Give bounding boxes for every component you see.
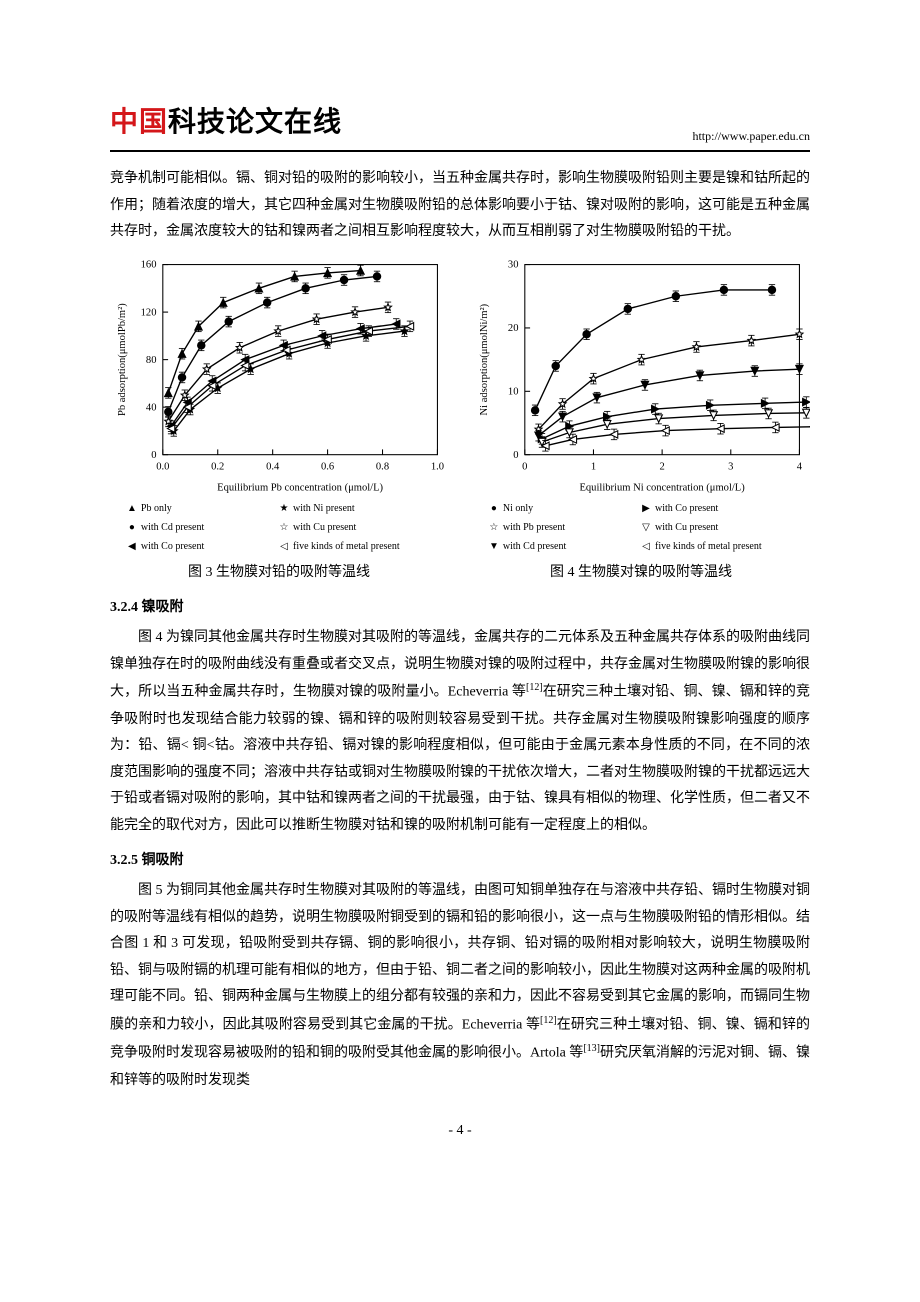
legend-item: ▼ with Cd present [489,537,641,556]
logo-black: 科技论文在线 [168,95,342,148]
svg-text:0.2: 0.2 [211,461,224,472]
sec-324-text-b: 在研究三种土壤对铅、铜、镍、镉和锌的竞争吸附时也发现结合能力较弱的镍、镉和锌的吸… [110,685,810,833]
svg-text:2: 2 [659,461,664,472]
legend-item: ▽ with Cu present [641,518,793,537]
svg-text:0.6: 0.6 [321,461,334,472]
figure-4: 0 1 2 3 4 0 10 20 30 Equilibrium Ni concentration… [472,254,810,587]
svg-text:Pb adsorption(μmolPb/m²): Pb adsorption(μmolPb/m²) [117,303,128,416]
legend-item: ▶ with Co present [641,499,793,518]
svg-text:0.0: 0.0 [156,461,169,472]
sec-324-para: 图 4 为镍同其他金属共存时生物膜对其吸附的等温线，金属共存的二元体系及五种金属… [110,625,810,839]
legend-item: ☆ with Pb present [489,518,641,537]
svg-text:0.4: 0.4 [266,461,280,472]
page-number: - 4 - [110,1118,810,1145]
svg-text:4: 4 [797,461,803,472]
fig3-caption: 图 3 生物膜对铅的吸附等温线 [188,560,370,587]
svg-text:160: 160 [141,260,157,271]
svg-text:Ni adsorption(μmolNi/m²): Ni adsorption(μmolNi/m²) [479,303,490,415]
svg-text:0.8: 0.8 [376,461,389,472]
citation-13: [13] [583,1043,600,1054]
svg-text:Equilibrium Pb concentration (: Equilibrium Pb concentration (μmol/L) [217,483,383,494]
citation-12a: [12] [526,682,543,693]
fig3-legend: ▲ Pb only★ with Ni present● with Cd pres… [127,499,431,556]
legend-item: ☆ with Cu present [279,518,431,537]
svg-text:0: 0 [513,450,518,461]
legend-item: ▲ Pb only [127,499,279,518]
svg-text:Equilibrium Ni concentration (: Equilibrium Ni concentration (μmol/L) [579,483,745,494]
sec-325-para: 图 5 为铜同其他金属共存时生物膜对其吸附的等温线，由图可知铜单独存在与溶液中共… [110,878,810,1094]
legend-item: ◁ five kinds of metal present [279,537,431,556]
svg-text:0: 0 [151,450,156,461]
svg-text:20: 20 [508,323,519,334]
legend-item: ◁ five kinds of metal present [641,537,793,556]
figure-row: 0.00.20.40.60.81.004080120160Equilibrium… [110,254,810,587]
svg-text:40: 40 [146,402,157,413]
intro-paragraph: 竞争机制可能相似。镉、铜对铅的吸附的影响较小，当五种金属共存时，影响生物膜吸附铅… [110,166,810,246]
fig3-chart: 0.0 0.2 0.4 0.6 0.8 1.0 0 40 80 120 160 Equilibrium… [110,254,448,497]
site-logo: 中国 科技论文在线 [110,95,342,148]
fig4-legend: ● Ni only▶ with Co present☆ with Pb pres… [489,499,793,556]
logo-red: 中国 [110,95,168,148]
sec-325-heading: 3.2.5 铜吸附 [110,848,810,875]
svg-text:10: 10 [508,386,519,397]
legend-item: ◀ with Co present [127,537,279,556]
figure-3: 0.0 0.2 0.4 0.6 0.8 1.0 0 40 80 120 160 Equilibrium… [110,254,448,587]
svg-text:1: 1 [591,461,596,472]
svg-text:30: 30 [508,260,519,271]
fig4-caption: 图 4 生物膜对镍的吸附等温线 [550,560,732,587]
page-header: 中国 科技论文在线 http://www.paper.edu.cn [110,95,810,152]
svg-text:0: 0 [522,461,527,472]
citation-12b: [12] [540,1015,557,1026]
site-url: http://www.paper.edu.cn [692,125,810,148]
sec-325-text-a: 图 5 为铜同其他金属共存时生物膜对其吸附的等温线，由图可知铜单独存在与溶液中共… [110,883,810,1033]
svg-text:1.0: 1.0 [431,461,444,472]
svg-text:120: 120 [141,307,157,318]
fig4-chart: 0 1 2 3 4 0 10 20 30 Equilibrium Ni concentration… [472,254,810,497]
svg-text:3: 3 [728,461,733,472]
sec-324-heading: 3.2.4 镍吸附 [110,595,810,622]
legend-item: ● Ni only [489,499,641,518]
legend-item: ● with Cd present [127,518,279,537]
svg-text:80: 80 [146,355,157,366]
legend-item: ★ with Ni present [279,499,431,518]
